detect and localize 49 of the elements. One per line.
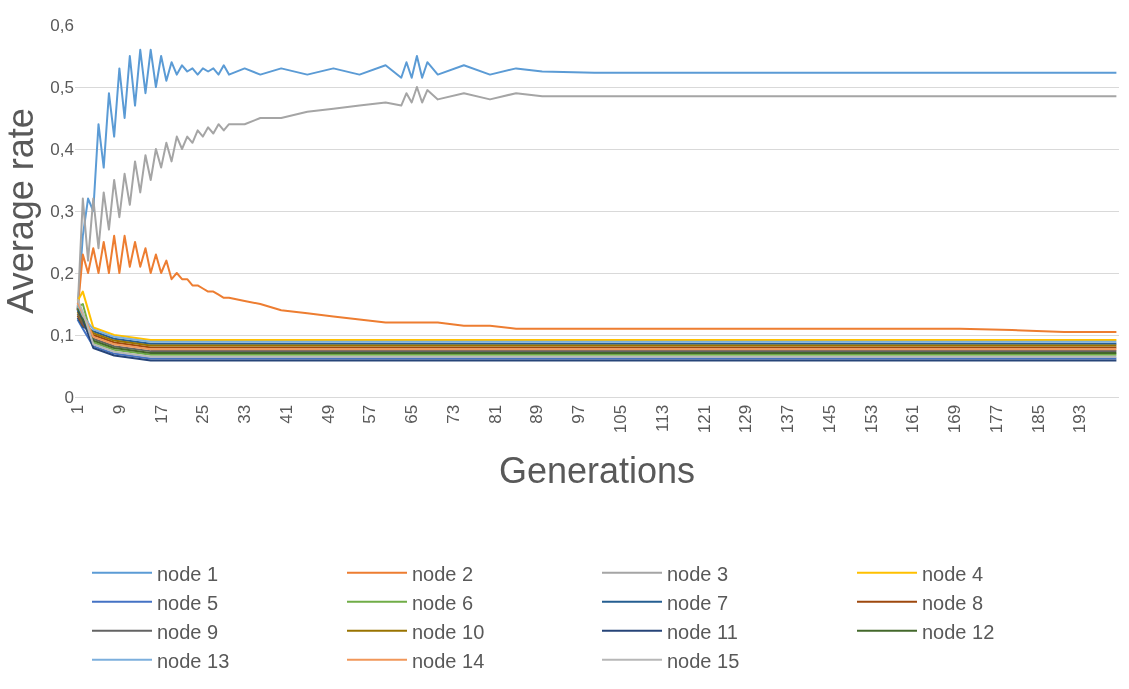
x-tick-label: 177 xyxy=(986,404,1006,434)
legend-label: node 11 xyxy=(667,620,738,643)
x-tick-label: 33 xyxy=(235,404,255,424)
x-tick-label: 153 xyxy=(861,404,881,434)
x-axis-title: Generations xyxy=(498,449,696,491)
x-tick-label: 121 xyxy=(694,404,714,434)
legend-label: node 9 xyxy=(157,620,219,643)
x-tick-label: 185 xyxy=(1028,404,1048,434)
y-tick-label: 0,4 xyxy=(50,139,74,159)
y-tick-label: 0 xyxy=(64,387,74,407)
x-tick-label: 105 xyxy=(611,404,631,434)
y-tick-label: 0,2 xyxy=(50,263,74,283)
legend-label: node 4 xyxy=(922,562,984,585)
legend-label: node 5 xyxy=(157,591,219,614)
x-tick-label: 145 xyxy=(819,404,839,434)
x-tick-label: 73 xyxy=(443,404,463,424)
x-tick-label: 81 xyxy=(485,404,505,424)
x-tick-label: 113 xyxy=(652,404,672,432)
x-tick-label: 17 xyxy=(151,404,171,424)
y-tick-label: 0,6 xyxy=(50,15,74,35)
legend-label: node 6 xyxy=(412,591,474,614)
legend-label: node 3 xyxy=(667,562,729,585)
legend-label: node 14 xyxy=(412,649,485,672)
x-tick-label: 41 xyxy=(276,404,296,424)
y-tick-label: 0,5 xyxy=(50,77,74,97)
legend-label: node 13 xyxy=(157,649,230,672)
legend-label: node 12 xyxy=(922,620,995,643)
x-tick-label: 65 xyxy=(402,404,422,424)
y-tick-label: 0,3 xyxy=(50,201,74,221)
y-tick-label: 0,1 xyxy=(50,325,74,345)
x-tick-label: 193 xyxy=(1070,404,1090,434)
x-tick-label: 9 xyxy=(109,404,129,415)
legend-label: node 7 xyxy=(667,591,729,614)
legend-label: node 1 xyxy=(157,562,219,585)
x-tick-label: 57 xyxy=(360,404,380,424)
y-axis-title: Average rate xyxy=(0,108,41,314)
x-tick-label: 169 xyxy=(945,404,965,434)
x-tick-label: 161 xyxy=(903,404,923,434)
legend-label: node 10 xyxy=(412,620,485,643)
legend-label: node 15 xyxy=(667,649,740,672)
x-tick-label: 97 xyxy=(569,404,589,424)
legend-label: node 8 xyxy=(922,591,984,614)
x-tick-label: 137 xyxy=(778,404,798,434)
x-tick-label: 129 xyxy=(736,404,756,434)
x-tick-label: 25 xyxy=(193,404,213,424)
legend-label: node 2 xyxy=(412,562,474,585)
x-tick-label: 1 xyxy=(68,404,88,415)
x-tick-label: 89 xyxy=(527,404,547,424)
x-tick-label: 49 xyxy=(318,404,338,424)
